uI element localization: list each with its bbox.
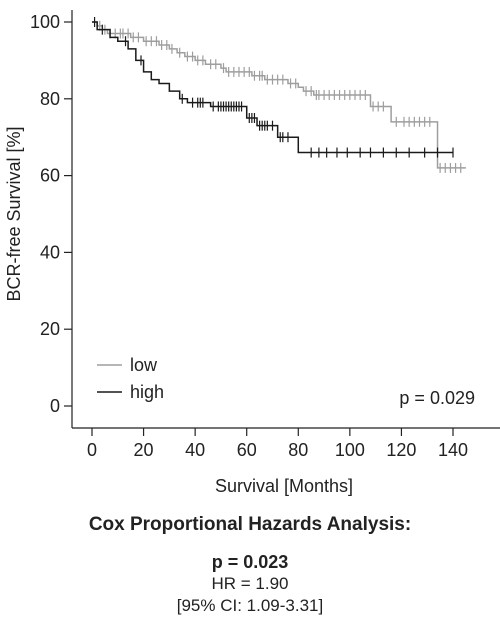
- x-tick-label: 40: [185, 440, 205, 460]
- legend-label-high: high: [130, 382, 164, 402]
- y-tick-label: 40: [40, 242, 60, 262]
- x-tick-label: 80: [288, 440, 308, 460]
- x-tick-label: 60: [237, 440, 257, 460]
- survival-line-high: [92, 21, 453, 154]
- kaplan-meier-chart: 0 20 40 60 80 100 0 20 40 60 80 100 120 140 low high B…: [4, 10, 500, 496]
- axes: 0 20 40 60 80 100 0 20 40 60 80 100 120 140: [30, 10, 500, 460]
- x-tick-label: 120: [386, 440, 416, 460]
- x-tick-label: 20: [134, 440, 154, 460]
- hazard-ratio: HR = 1.90: [211, 574, 289, 593]
- x-tick-label: 0: [87, 440, 97, 460]
- y-tick-label: 20: [40, 319, 60, 339]
- y-tick-label: 0: [50, 396, 60, 416]
- series-low: [92, 20, 466, 173]
- x-axis-label: Survival [Months]: [215, 476, 353, 496]
- survival-line-low: [92, 21, 466, 169]
- y-tick-label: 80: [40, 89, 60, 109]
- y-tick-label: 60: [40, 166, 60, 186]
- series-high: [92, 17, 454, 158]
- y-tick-label: 100: [30, 12, 60, 32]
- confidence-interval: [95% CI: 1.09-3.31]: [176, 596, 324, 615]
- survival-curves: [92, 17, 466, 173]
- cox-p-value: p = 0.023: [211, 552, 289, 572]
- y-axis-label: BCR-free Survival [%]: [4, 126, 24, 301]
- legend: low high: [97, 355, 164, 402]
- p-value-annotation: p = 0.029: [399, 388, 475, 408]
- legend-label-low: low: [130, 355, 158, 375]
- cox-title: Cox Proportional Hazards Analysis:: [88, 514, 412, 535]
- x-tick-label: 100: [335, 440, 365, 460]
- x-tick-label: 140: [438, 440, 468, 460]
